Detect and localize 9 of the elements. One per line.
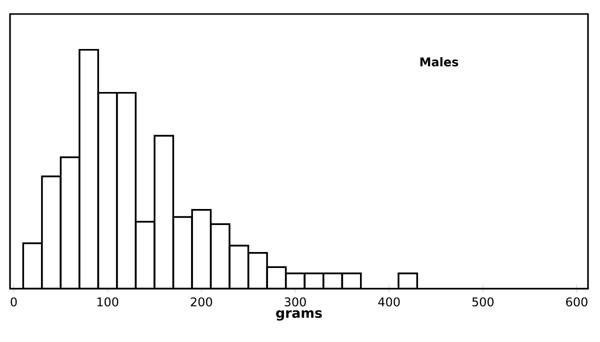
x-tick-label: 500 xyxy=(472,297,494,306)
annotation: Males xyxy=(420,57,458,66)
x-tick-label: 400 xyxy=(378,297,400,306)
x-tick-label: 100 xyxy=(97,297,118,306)
x-tick-label: 300 xyxy=(284,297,306,306)
x-tick-label: 200 xyxy=(190,297,212,306)
x-tick-label: 600 xyxy=(566,297,588,306)
x-axis-title: grams xyxy=(276,310,322,321)
x-tick-label: 0 xyxy=(10,297,17,306)
